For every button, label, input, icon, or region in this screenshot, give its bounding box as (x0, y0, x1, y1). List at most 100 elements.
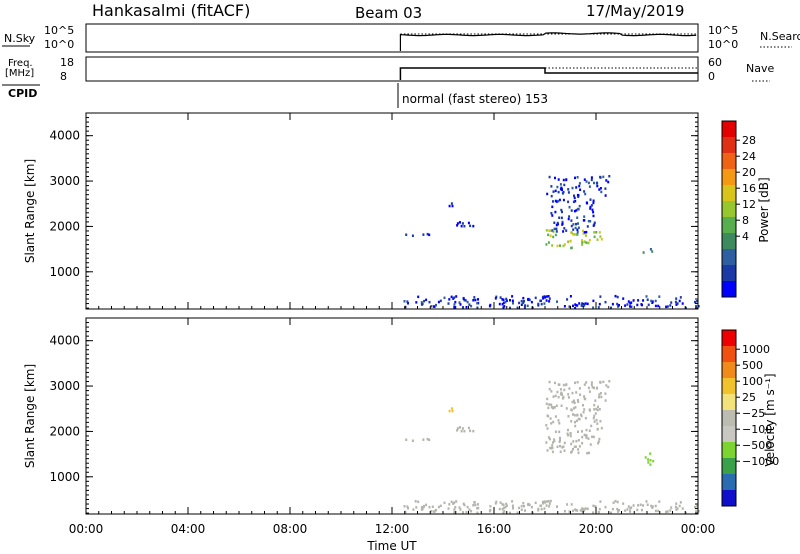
cpid-label: CPID (8, 87, 37, 100)
data-cell (562, 445, 565, 448)
data-cell (563, 510, 566, 513)
data-cell (412, 508, 415, 511)
data-cell (580, 414, 583, 418)
data-cell (462, 306, 464, 309)
data-cell (553, 406, 556, 409)
data-cell (678, 299, 681, 303)
power-colorbar-label: Power [dB] (757, 177, 771, 242)
data-cell (584, 416, 587, 420)
data-cell (453, 508, 456, 511)
data-cell (559, 450, 562, 454)
data-cell (448, 503, 451, 506)
data-cell (560, 208, 563, 212)
nsky-tick-top: 10^5 (44, 24, 74, 37)
data-cell (454, 300, 457, 304)
velocity-colorbar-swatch (722, 442, 736, 459)
data-cell (586, 452, 589, 455)
data-cell (578, 387, 581, 390)
data-cell (618, 509, 620, 512)
data-cell (566, 503, 569, 506)
data-cell (665, 510, 668, 514)
data-cell (675, 502, 678, 505)
data-cell (560, 404, 563, 407)
data-cell (666, 510, 669, 513)
data-cell (505, 502, 508, 506)
data-cell (567, 191, 570, 194)
data-cell (544, 296, 547, 299)
data-cell (592, 224, 595, 227)
data-cell (612, 501, 615, 504)
data-cell (583, 215, 586, 218)
data-cell (559, 444, 561, 448)
data-cell (579, 188, 582, 191)
data-cell (430, 305, 433, 308)
data-cell (605, 384, 608, 387)
data-cell (421, 302, 424, 306)
data-cell (647, 303, 650, 307)
data-cell (695, 305, 698, 308)
data-cell (545, 295, 548, 298)
data-cell (654, 504, 657, 508)
freq-unit: [MHz] (5, 68, 34, 79)
data-cell (575, 391, 578, 394)
data-cell (547, 295, 550, 298)
data-cell (679, 501, 682, 504)
data-cell (469, 224, 472, 228)
data-cell (468, 508, 471, 511)
data-cell (618, 304, 620, 307)
data-cell (684, 306, 687, 310)
data-cell (582, 302, 585, 306)
data-cell (572, 200, 575, 204)
data-cell (407, 302, 409, 305)
data-cell (552, 441, 554, 444)
data-cell (563, 227, 566, 230)
data-cell (562, 244, 565, 248)
data-cell (582, 411, 585, 414)
data-cell (494, 297, 497, 300)
data-cell (622, 297, 625, 300)
data-cell (586, 302, 589, 306)
data-cell (651, 301, 654, 304)
data-cell (617, 305, 619, 308)
data-cell (565, 178, 568, 182)
data-cell (559, 392, 562, 396)
data-cell (570, 231, 573, 234)
data-cell (439, 299, 442, 303)
data-cell (461, 222, 464, 225)
power-ylabel: Slant Range [km] (23, 159, 37, 263)
data-cell (584, 302, 587, 305)
data-cell (658, 500, 661, 503)
data-cell (593, 420, 596, 423)
data-cell (577, 439, 580, 442)
data-cell (572, 448, 574, 451)
data-cell (608, 380, 611, 383)
data-cell (415, 506, 418, 509)
data-cell (548, 175, 551, 179)
data-cell (511, 299, 514, 302)
data-cell (448, 298, 451, 301)
data-cell (417, 295, 420, 299)
data-cell (602, 380, 605, 384)
data-cell (575, 439, 578, 443)
data-cell (581, 435, 584, 439)
data-cell (570, 442, 573, 446)
data-cell (574, 226, 577, 230)
data-cell (645, 500, 648, 503)
data-cell (583, 397, 586, 400)
data-cell (540, 507, 543, 511)
data-cell (607, 180, 610, 184)
data-cell (462, 502, 465, 506)
data-cell (556, 244, 559, 248)
data-cell (581, 510, 584, 513)
data-cell (590, 176, 593, 179)
data-cell (589, 198, 592, 201)
data-cell (585, 428, 588, 432)
data-cell (499, 501, 502, 504)
velocity-ytick-label: 3000 (49, 379, 80, 393)
velocity-colorbar-label: 100 (742, 375, 763, 388)
data-cell (526, 304, 529, 308)
data-cell (552, 230, 555, 233)
data-cell (469, 429, 472, 433)
velocity-colorbar-label: 500 (742, 359, 763, 372)
power-colorbar-label: 4 (742, 230, 749, 243)
